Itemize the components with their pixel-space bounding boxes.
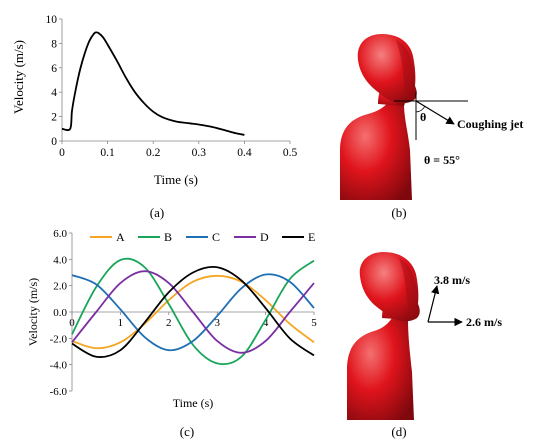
y-tick-label: 6 bbox=[51, 63, 57, 75]
angle-arc bbox=[415, 105, 426, 113]
coughing-jet-arrow bbox=[415, 100, 455, 125]
panel-label-b: (b) bbox=[391, 205, 406, 220]
mannequin-figure-d: 3.8 m/s 2.6 m/s bbox=[347, 252, 502, 420]
y-tick-label: -4.0 bbox=[50, 360, 68, 372]
x-tick-label: 0.5 bbox=[283, 147, 298, 159]
mannequin-body-d bbox=[347, 318, 414, 420]
x-tick-label: 0.2 bbox=[146, 147, 161, 159]
y-tick-label: 4 bbox=[51, 87, 57, 99]
series-line-d bbox=[71, 270, 315, 354]
mannequin-figure-b: θ Coughing jet θ = 55° bbox=[340, 34, 523, 200]
panel-label-d: (d) bbox=[391, 424, 406, 439]
mannequin-face-shade-d bbox=[399, 258, 419, 320]
chart-c-y-axis-label: Velocity (m/s) bbox=[26, 278, 40, 346]
y-tick-label: 0 bbox=[51, 136, 57, 148]
x-tick-label: 3 bbox=[214, 317, 220, 329]
mannequin-head-b bbox=[357, 34, 417, 104]
x-tick-label: 4 bbox=[263, 317, 269, 329]
x-tick-label: 0 bbox=[59, 147, 65, 159]
vertical-velocity-arrow bbox=[427, 285, 440, 323]
y-tick-label: 2.0 bbox=[53, 281, 67, 293]
panel-label-a: (a) bbox=[150, 205, 164, 220]
x-tick-label: 2 bbox=[166, 317, 172, 329]
series-line-c bbox=[71, 273, 315, 352]
x-tick-label: 0.1 bbox=[100, 147, 115, 159]
chart-a-y-axis-label: Velocity (m/s) bbox=[11, 40, 26, 114]
chart-a-y-ticks: 0 2 4 6 8 10 bbox=[46, 14, 62, 148]
vertical-velocity-label: 3.8 m/s bbox=[434, 273, 470, 287]
chart-a-x-axis-label: Time (s) bbox=[154, 172, 198, 187]
mannequin-face-shade-b bbox=[396, 40, 416, 102]
y-tick-label: 8 bbox=[51, 38, 57, 50]
legend-label: A bbox=[116, 230, 125, 244]
x-tick-label: 0.4 bbox=[237, 147, 252, 159]
y-tick-label: -2.0 bbox=[50, 333, 68, 345]
series-line bbox=[61, 31, 245, 136]
legend-label: E bbox=[308, 230, 315, 244]
legend-label: C bbox=[212, 230, 220, 244]
mannequin-body-b bbox=[340, 102, 412, 200]
coughing-jet-label: Coughing jet bbox=[457, 117, 523, 131]
theta-symbol: θ bbox=[420, 110, 426, 124]
y-tick-label: 2 bbox=[51, 112, 57, 124]
y-tick-label: 0.0 bbox=[53, 307, 67, 319]
y-tick-label: 10 bbox=[46, 14, 58, 26]
x-tick-label: 5 bbox=[311, 317, 317, 329]
panel-label-c: (c) bbox=[180, 424, 194, 439]
x-tick-label: 0.3 bbox=[192, 147, 207, 159]
chart-a-series bbox=[61, 31, 245, 136]
horizontal-velocity-label: 2.6 m/s bbox=[466, 315, 502, 329]
chart-a-x-ticks: 0 0.1 0.2 0.3 0.4 0.5 bbox=[59, 141, 297, 159]
chart-c-legend: A B C D E bbox=[90, 230, 315, 244]
y-tick-label: -6.0 bbox=[50, 386, 68, 398]
chart-c-series bbox=[71, 257, 315, 366]
chart-a-axes bbox=[61, 19, 290, 142]
series-line-b bbox=[71, 257, 315, 366]
chart-c-y-ticks: 6.0 4.0 2.0 0.0 -2.0 -4.0 -6.0 bbox=[50, 228, 72, 398]
y-tick-label: 4.0 bbox=[53, 254, 67, 266]
y-tick-label: 6.0 bbox=[53, 228, 67, 240]
series-line-e bbox=[71, 266, 315, 358]
chart-c-x-axis-label: Time (s) bbox=[173, 396, 214, 410]
x-tick-label: 1 bbox=[118, 317, 124, 329]
legend-label: D bbox=[260, 230, 269, 244]
angle-value-label: θ = 55° bbox=[424, 153, 460, 167]
mannequin-head-d bbox=[359, 252, 420, 322]
legend-label: B bbox=[164, 230, 172, 244]
